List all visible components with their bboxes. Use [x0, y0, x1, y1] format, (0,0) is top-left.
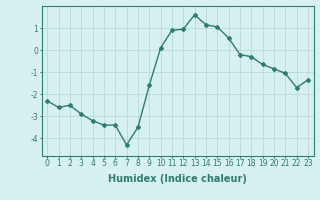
X-axis label: Humidex (Indice chaleur): Humidex (Indice chaleur): [108, 174, 247, 184]
